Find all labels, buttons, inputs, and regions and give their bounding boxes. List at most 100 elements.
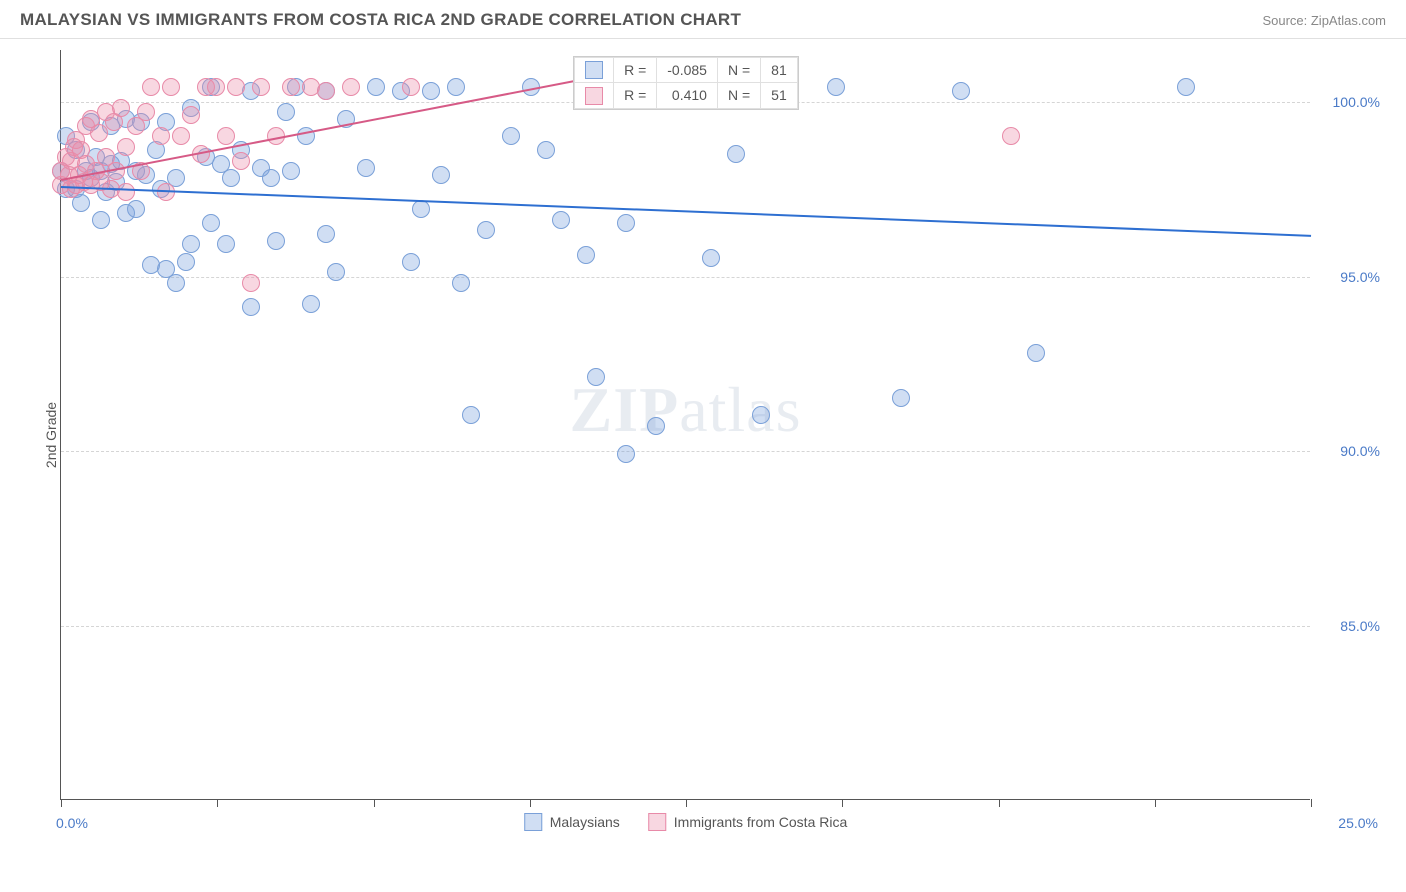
data-point [727, 145, 745, 163]
data-point [892, 389, 910, 407]
legend-n-value: 51 [761, 83, 798, 108]
gridline [61, 626, 1310, 627]
data-point [127, 200, 145, 218]
y-tick-label: 100.0% [1320, 94, 1380, 110]
data-point [702, 249, 720, 267]
legend-n-label: N = [717, 58, 760, 83]
data-point [537, 141, 555, 159]
chart-header: MALAYSIAN VS IMMIGRANTS FROM COSTA RICA … [0, 0, 1406, 39]
data-point [587, 368, 605, 386]
data-point [117, 183, 135, 201]
y-axis-label: 2nd Grade [43, 402, 59, 468]
x-label-start: 0.0% [56, 815, 88, 831]
data-point [412, 200, 430, 218]
data-point [232, 152, 250, 170]
data-point [227, 78, 245, 96]
data-point [282, 162, 300, 180]
data-point [577, 246, 595, 264]
data-point [447, 78, 465, 96]
data-point [262, 169, 280, 187]
trend-line [61, 186, 1311, 237]
data-point [172, 127, 190, 145]
data-point [282, 78, 300, 96]
data-point [617, 214, 635, 232]
data-point [317, 225, 335, 243]
x-tick [686, 799, 687, 807]
legend-r-value: -0.085 [657, 58, 718, 83]
data-point [217, 127, 235, 145]
data-point [182, 235, 200, 253]
x-tick [217, 799, 218, 807]
data-point [142, 78, 160, 96]
legend-r-label: R = [614, 83, 657, 108]
data-point [1027, 344, 1045, 362]
data-point [162, 78, 180, 96]
chart-title: MALAYSIAN VS IMMIGRANTS FROM COSTA RICA … [20, 10, 741, 30]
y-tick-label: 85.0% [1320, 618, 1380, 634]
data-point [182, 106, 200, 124]
data-point [647, 417, 665, 435]
y-tick-label: 90.0% [1320, 443, 1380, 459]
legend-label: Immigrants from Costa Rica [674, 814, 847, 830]
data-point [952, 82, 970, 100]
legend-item: Immigrants from Costa Rica [648, 813, 847, 831]
data-point [402, 78, 420, 96]
correlation-legend: R =-0.085N =81R =0.410N =51 [573, 56, 799, 110]
data-point [137, 103, 155, 121]
legend-swatch [524, 813, 542, 831]
legend-item: Malaysians [524, 813, 620, 831]
gridline [61, 451, 1310, 452]
data-point [452, 274, 470, 292]
data-point [222, 169, 240, 187]
chart-source: Source: ZipAtlas.com [1262, 13, 1386, 28]
data-point [827, 78, 845, 96]
data-point [207, 78, 225, 96]
data-point [302, 295, 320, 313]
data-point [402, 253, 420, 271]
x-tick [374, 799, 375, 807]
x-label-end: 25.0% [1338, 815, 1378, 831]
data-point [1002, 127, 1020, 145]
data-point [422, 82, 440, 100]
x-tick [842, 799, 843, 807]
chart-area: 2nd Grade ZIPatlas 100.0%95.0%90.0%85.0%… [60, 50, 1380, 820]
data-point [342, 78, 360, 96]
legend-r-label: R = [614, 58, 657, 83]
data-point [357, 159, 375, 177]
data-point [327, 263, 345, 281]
data-point [242, 298, 260, 316]
data-point [1177, 78, 1195, 96]
data-point [202, 214, 220, 232]
legend-swatch [648, 813, 666, 831]
data-point [117, 138, 135, 156]
data-point [242, 274, 260, 292]
legend-n-label: N = [717, 83, 760, 108]
legend-swatch [585, 61, 603, 79]
data-point [432, 166, 450, 184]
data-point [277, 103, 295, 121]
data-point [217, 235, 235, 253]
data-point [267, 232, 285, 250]
data-point [92, 211, 110, 229]
data-point [552, 211, 570, 229]
data-point [477, 221, 495, 239]
data-point [317, 82, 335, 100]
data-point [367, 78, 385, 96]
legend-label: Malaysians [550, 814, 620, 830]
legend-n-value: 81 [761, 58, 798, 83]
scatter-plot: ZIPatlas 100.0%95.0%90.0%85.0%0.0%25.0%R… [60, 50, 1310, 800]
series-legend: Malaysians Immigrants from Costa Rica [524, 813, 848, 831]
data-point [177, 253, 195, 271]
data-point [252, 78, 270, 96]
data-point [617, 445, 635, 463]
data-point [502, 127, 520, 145]
x-tick [61, 799, 62, 807]
y-tick-label: 95.0% [1320, 269, 1380, 285]
x-tick [1311, 799, 1312, 807]
data-point [752, 406, 770, 424]
x-tick [1155, 799, 1156, 807]
data-point [112, 99, 130, 117]
legend-swatch [585, 87, 603, 105]
data-point [167, 274, 185, 292]
data-point [152, 127, 170, 145]
